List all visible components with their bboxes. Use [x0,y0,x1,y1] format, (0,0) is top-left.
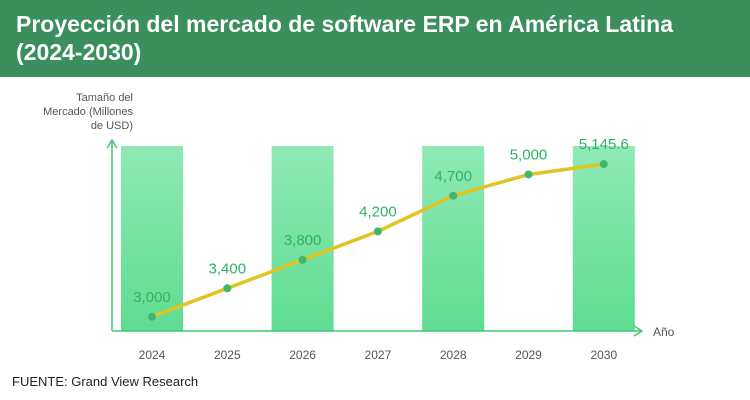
y-axis-arrow [106,138,118,149]
data-point-2026 [298,255,307,264]
data-label-2026: 3,800 [284,232,322,249]
y-axis-title: Tamaño del Mercado (Millones de USD) [43,92,133,132]
x-axis-arrow [633,325,644,337]
data-label-2024: 3,000 [133,289,171,306]
x-axis-title: Año [653,325,675,339]
series-line [150,162,606,319]
x-tick-label-2026: 2026 [289,348,316,362]
data-point-2030 [599,160,608,169]
source-note: FUENTE: Grand View Research [12,374,199,389]
data-label-2029: 5,000 [510,146,548,163]
chart: Tamaño del Mercado (Millones de USD) Año 202… [43,92,675,362]
x-tick-label-2027: 2027 [365,348,392,362]
data-label-2028: 4,700 [434,168,472,185]
x-tick-label-2028: 2028 [440,348,467,362]
header-banner [0,0,750,77]
x-tick-label-2024: 2024 [139,348,166,362]
data-label-2027: 4,200 [359,203,397,220]
chart-title: Proyección del mercado de software ERP e… [16,11,674,65]
x-tick-label-2029: 2029 [515,348,542,362]
data-label-2025: 3,400 [209,260,247,277]
bar-band-2026 [271,146,334,331]
data-label-2030: 5,145.6 [579,136,629,153]
bar-band-2028 [422,146,485,331]
x-tick-label-2030: 2030 [590,348,617,362]
data-point-2025 [223,284,232,293]
data-point-2029 [524,170,533,179]
x-tick-label-2025: 2025 [214,348,241,362]
data-point-2027 [373,227,382,236]
data-point-2028 [449,191,458,200]
bar-band-2024 [121,146,183,331]
data-point-2024 [148,312,156,321]
bar-band-2030 [572,146,635,331]
